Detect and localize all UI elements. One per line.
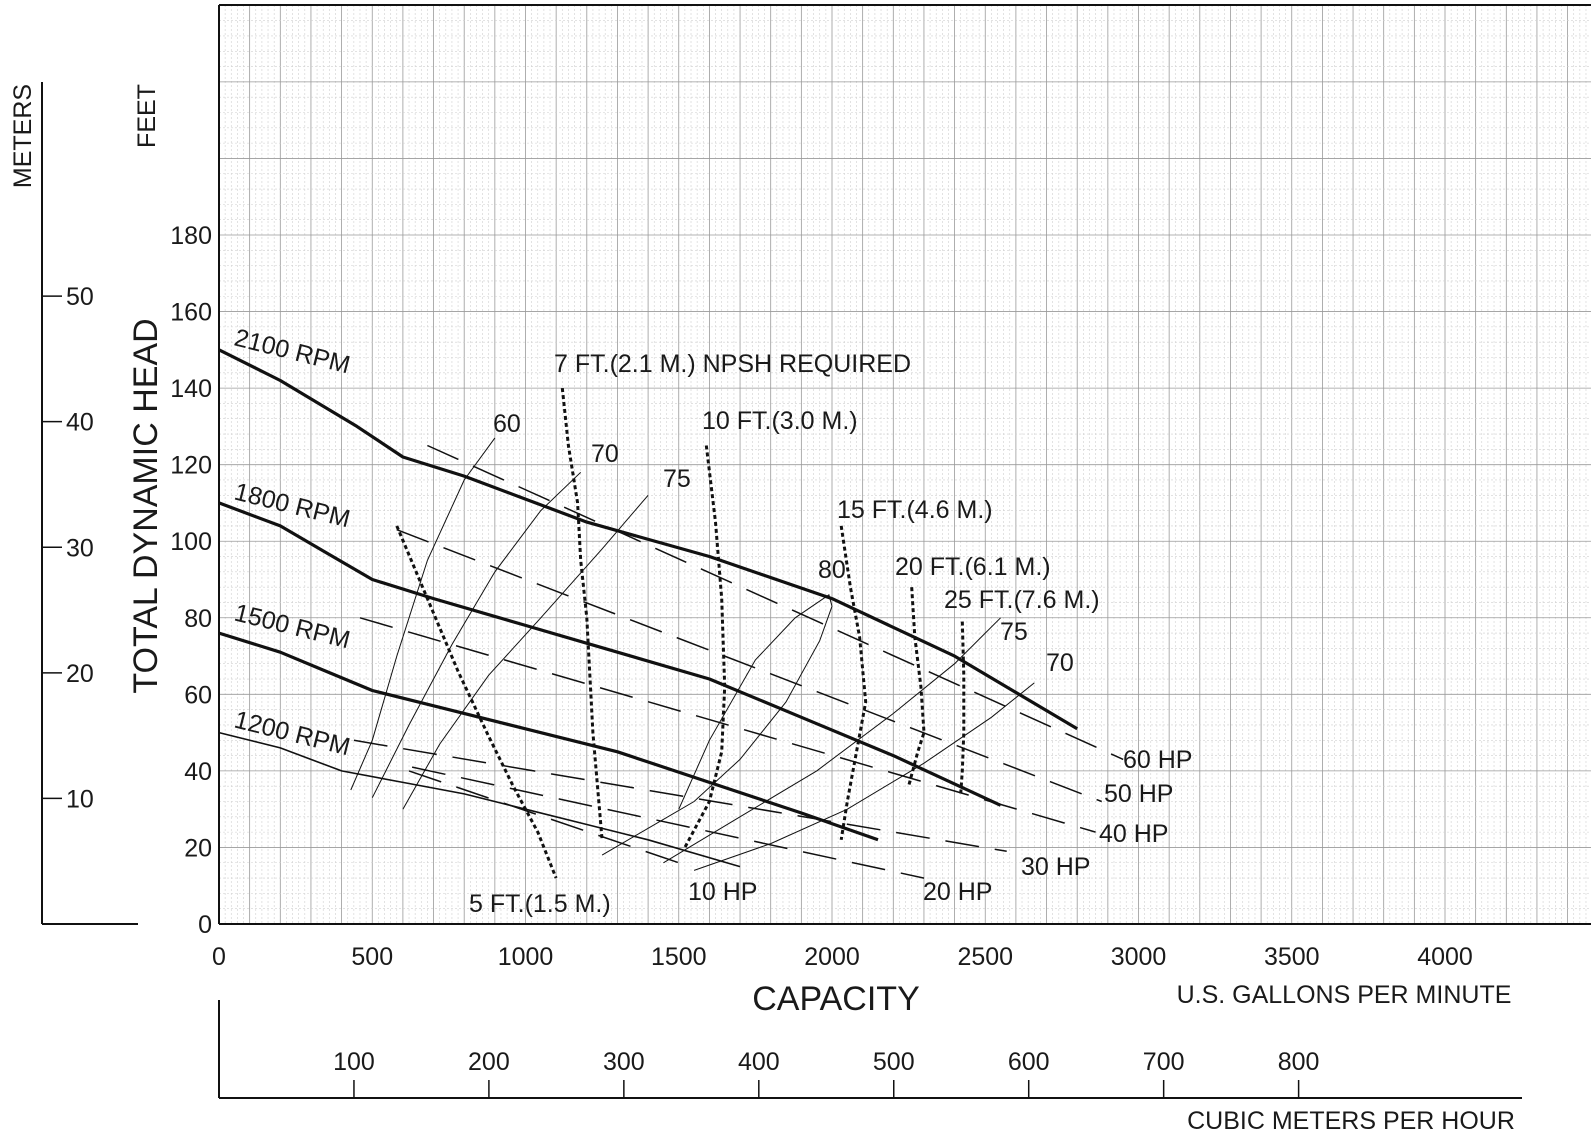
y-tick-label: 0	[198, 911, 212, 939]
npsh-curve	[907, 587, 926, 787]
efficiency-curves	[350, 437, 1035, 871]
hp-line	[411, 766, 925, 879]
y-tick-label: 80	[184, 605, 212, 633]
rpm-curve	[218, 731, 741, 868]
x-tick-label: 1000	[498, 943, 554, 971]
annotation-label: 10 FT.(3.0 M.)	[702, 407, 858, 435]
y-tick-label: 140	[170, 375, 212, 403]
secondary-x-tick-label: 600	[1008, 1048, 1050, 1076]
x-axis-title: CAPACITY	[752, 980, 920, 1018]
y-tick-label: 160	[170, 299, 212, 327]
x-tick-label: 1500	[651, 943, 707, 971]
secondary-x-tick-label: 200	[468, 1048, 510, 1076]
npsh-curve	[839, 525, 868, 841]
npsh-curve	[683, 445, 727, 849]
annotation-label: 70	[591, 440, 619, 468]
x-tick-label: 3500	[1264, 943, 1320, 971]
npsh-curve	[959, 621, 966, 795]
secondary-x-tick-label: 800	[1278, 1048, 1320, 1076]
secondary-y-tick-label: 40	[66, 409, 94, 437]
x-units-label: U.S. GALLONS PER MINUTE	[1177, 981, 1512, 1009]
y-tick-label: 60	[184, 681, 212, 709]
y-axis-title: TOTAL DYNAMIC HEAD	[127, 318, 165, 693]
annotation-label: 60	[493, 410, 521, 438]
annotation-label: 75	[1000, 618, 1028, 646]
rpm-curves	[218, 348, 1079, 868]
annotation-label: 40 HP	[1099, 820, 1168, 848]
x-tick-label: 4000	[1417, 943, 1473, 971]
efficiency-curve	[350, 437, 496, 791]
horsepower-lines	[353, 444, 1124, 879]
x-tick-label: 500	[351, 943, 393, 971]
secondary-x-units-label: CUBIC METERS PER HOUR	[1187, 1107, 1515, 1133]
y-tick-label: 40	[184, 758, 212, 786]
secondary-y-tick-label: 10	[66, 785, 94, 813]
rpm-curve	[218, 348, 1079, 731]
efficiency-curve	[402, 494, 649, 810]
y-units-label: FEET	[133, 84, 161, 148]
axes: 0 500 1000 1500 2000 2500 3000 3500 4000 0 20 40 60 8…	[41, 4, 1591, 1099]
efficiency-curve	[663, 617, 1001, 864]
efficiency-curve	[601, 593, 833, 856]
secondary-y-units-label: METERS	[9, 84, 37, 188]
annotation-label: 5 FT.(1.5 M.)	[469, 890, 611, 918]
hp-line	[353, 739, 1007, 853]
secondary-x-tick-label: 300	[603, 1048, 645, 1076]
y-tick-label: 180	[170, 222, 212, 250]
y-tick-label: 120	[170, 452, 212, 480]
annotation-label: 30 HP	[1021, 853, 1090, 881]
secondary-x-tick-label: 500	[873, 1048, 915, 1076]
annotation-label: 20 HP	[923, 878, 992, 906]
x-tick-label: 2000	[804, 943, 860, 971]
y-tick-label: 20	[184, 834, 212, 862]
annotation-label: 10 HP	[688, 878, 757, 906]
npsh-curve	[395, 525, 558, 879]
annotation-label: 50 HP	[1104, 780, 1173, 808]
efficiency-curve	[371, 471, 582, 798]
rpm-curve	[218, 631, 879, 842]
efficiency-curve	[693, 682, 1035, 871]
rpm-curve	[218, 501, 1002, 807]
hp-line	[427, 444, 1124, 761]
secondary-x-tick-label: 700	[1143, 1048, 1185, 1076]
annotation-label: 80	[818, 556, 846, 584]
labels: CAPACITY U.S. GALLONS PER MINUTE CUBIC M…	[9, 84, 1515, 1133]
annotation-label: 60 HP	[1123, 746, 1192, 774]
annotation-label: 7 FT.(2.1 M.) NPSH REQUIRED	[554, 350, 911, 378]
annotation-label: 75	[663, 465, 691, 493]
secondary-y-tick-label: 20	[66, 660, 94, 688]
secondary-y-tick-label: 50	[66, 283, 94, 311]
secondary-y-tick-label: 30	[66, 534, 94, 562]
annotation-label: 25 FT.(7.6 M.)	[944, 586, 1100, 614]
x-tick-label: 0	[212, 943, 226, 971]
y-tick-label: 100	[170, 528, 212, 556]
secondary-x-tick-label: 400	[738, 1048, 780, 1076]
npsh-curve	[560, 387, 604, 840]
annotation-label: 70	[1046, 649, 1074, 677]
npsh-curves	[395, 387, 966, 879]
hp-line	[396, 529, 1102, 803]
annotation-label: 20 FT.(6.1 M.)	[895, 553, 1051, 581]
x-tick-label: 2500	[957, 943, 1013, 971]
hp-line	[359, 617, 1096, 833]
x-tick-label: 3000	[1111, 943, 1167, 971]
grid	[218, 4, 1591, 925]
secondary-x-tick-label: 100	[333, 1048, 375, 1076]
annotation-label: 15 FT.(4.6 M.)	[837, 496, 993, 524]
